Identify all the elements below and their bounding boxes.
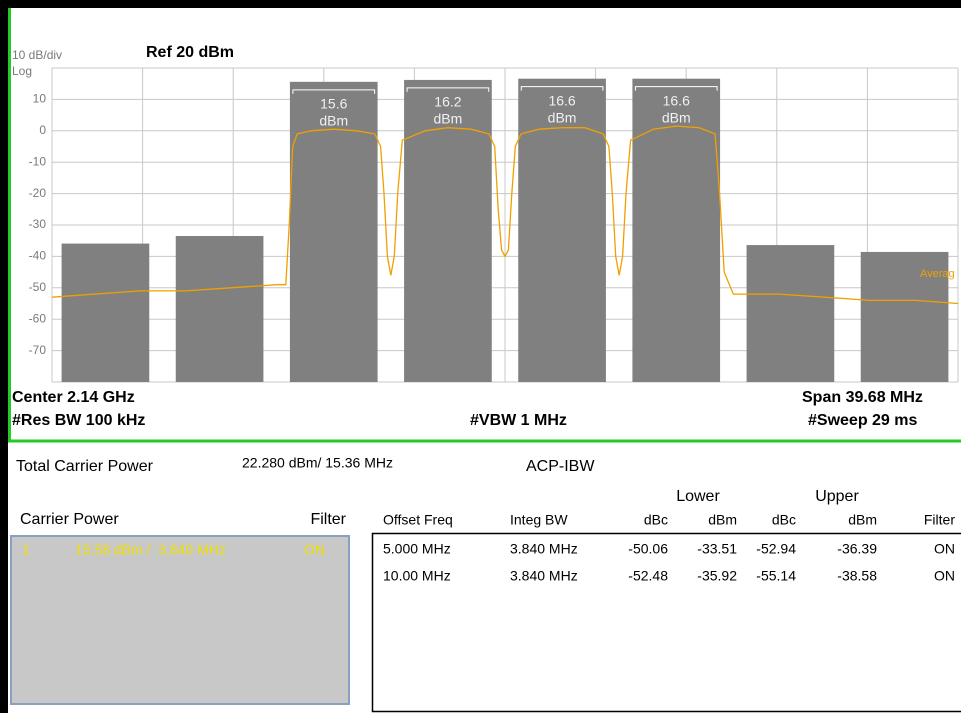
acp-cell: 10.00 MHz bbox=[383, 568, 451, 584]
acp-cell: -33.51 bbox=[697, 541, 737, 557]
adjacent-bar bbox=[860, 251, 949, 382]
carrier-value-label: 15.6 bbox=[320, 96, 347, 112]
carrier-cell: 15.58 dBm / 3.840 MHz bbox=[75, 542, 226, 558]
y-tick-label: -40 bbox=[29, 249, 47, 263]
center-label: Center 2.14 GHz bbox=[12, 389, 135, 406]
ref-label: Ref 20 dBm bbox=[146, 44, 234, 61]
acp-cell: -52.94 bbox=[756, 541, 796, 557]
group-header: Lower bbox=[676, 488, 720, 505]
acp-cell: -50.06 bbox=[628, 541, 668, 557]
carrier-unit-label: dBm bbox=[434, 111, 463, 127]
acp-cell: -36.39 bbox=[837, 541, 877, 557]
column-header: dBc bbox=[772, 512, 796, 528]
column-header: Offset Freq bbox=[383, 512, 453, 528]
carrier-cell: 1 bbox=[22, 542, 30, 558]
acp-cell: -55.14 bbox=[756, 568, 796, 584]
adjacent-bar bbox=[746, 245, 835, 382]
carrier-bracket bbox=[520, 86, 604, 91]
adjacent-bar bbox=[175, 236, 264, 382]
carrier-unit-label: dBm bbox=[548, 109, 577, 125]
left-border bbox=[0, 0, 8, 713]
plot: 100-10-20-30-40-50-60-7015.6dBm16.2dBm16… bbox=[29, 67, 959, 383]
carrier-value-label: 16.6 bbox=[548, 92, 575, 108]
trace-annotation: Averag bbox=[920, 268, 955, 280]
carrier-table-title: Carrier Power bbox=[20, 511, 119, 528]
acp-cell: -35.92 bbox=[697, 568, 737, 584]
adjacent-bar bbox=[61, 243, 150, 382]
acp-cell: -38.58 bbox=[837, 568, 877, 584]
carrier-bracket bbox=[292, 89, 376, 94]
column-header: dBm bbox=[848, 512, 877, 528]
scale-label: 10 dB/div bbox=[12, 48, 62, 62]
y-tick-label: -50 bbox=[29, 280, 47, 294]
acp-cell: ON bbox=[934, 568, 955, 584]
log-label: Log bbox=[12, 64, 32, 78]
sweep-label: #Sweep 29 ms bbox=[808, 412, 918, 429]
column-header: dBc bbox=[644, 512, 668, 528]
y-tick-label: 0 bbox=[39, 123, 46, 137]
carrier-unit-label: dBm bbox=[662, 109, 691, 125]
carrier-bar bbox=[632, 78, 721, 383]
group-header: Upper bbox=[815, 488, 859, 505]
carrier-value-label: 16.2 bbox=[434, 94, 461, 110]
carrier-value-label: 16.6 bbox=[663, 92, 690, 108]
total-power-value: 22.280 dBm/ 15.36 MHz bbox=[242, 455, 393, 471]
total-power-label: Total Carrier Power bbox=[16, 458, 154, 475]
vbw-label: #VBW 1 MHz bbox=[470, 412, 567, 429]
y-tick-label: -30 bbox=[29, 217, 47, 231]
acp-content: Lower Upper Offset Freq Integ BW dBc dBm dBc dB… bbox=[383, 488, 955, 583]
acp-cell: 3.840 MHz bbox=[510, 541, 578, 557]
carrier-rows: 1 15.58 dBm / 3.840 MHz ON bbox=[22, 542, 325, 558]
column-header: Filter bbox=[924, 512, 955, 528]
carrier-filter-header: Filter bbox=[310, 511, 346, 528]
mode-label: ACP-IBW bbox=[526, 458, 595, 475]
y-tick-label: -10 bbox=[29, 154, 47, 168]
carrier-unit-label: dBm bbox=[319, 113, 348, 129]
rbw-label: #Res BW 100 kHz bbox=[12, 412, 145, 429]
y-tick-label: 10 bbox=[33, 92, 47, 106]
top-border bbox=[0, 0, 961, 8]
span-label: Span 39.68 MHz bbox=[802, 389, 923, 406]
carrier-cell: ON bbox=[304, 542, 325, 558]
carrier-table bbox=[10, 535, 350, 705]
acp-table bbox=[371, 532, 961, 713]
acp-cell: 5.000 MHz bbox=[383, 541, 451, 557]
acp-cell: ON bbox=[934, 541, 955, 557]
column-header: dBm bbox=[708, 512, 737, 528]
y-tick-label: -60 bbox=[29, 311, 47, 325]
acp-cell: -52.48 bbox=[628, 568, 668, 584]
y-tick-label: -70 bbox=[29, 343, 47, 357]
y-tick-label: -20 bbox=[29, 186, 47, 200]
carrier-bracket bbox=[406, 87, 490, 92]
column-header: Integ BW bbox=[510, 512, 568, 528]
acp-cell: 3.840 MHz bbox=[510, 568, 578, 584]
carrier-bracket bbox=[634, 86, 718, 91]
trace-line bbox=[51, 125, 959, 305]
